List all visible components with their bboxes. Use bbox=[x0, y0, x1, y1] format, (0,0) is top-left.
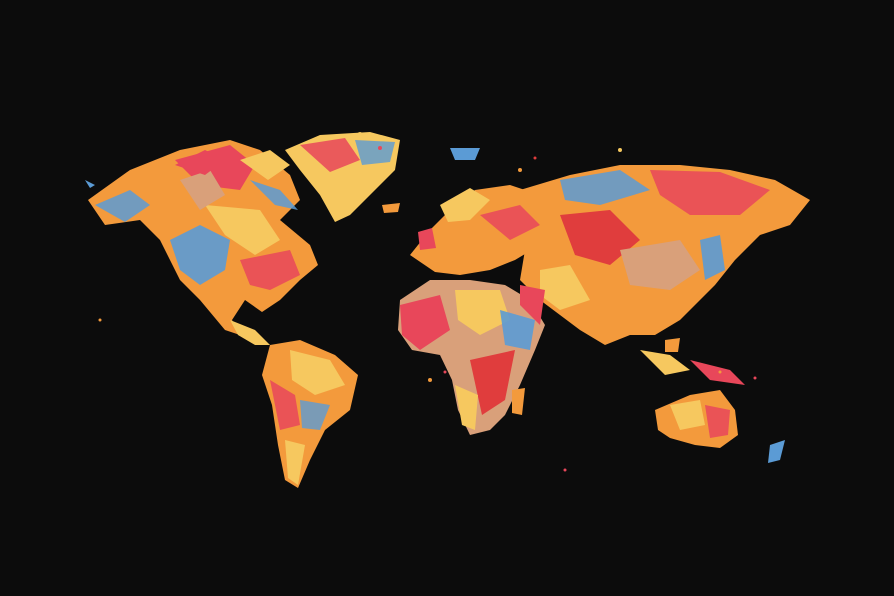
australia bbox=[655, 390, 738, 448]
paint-splatters bbox=[85, 132, 757, 472]
new-zealand bbox=[768, 440, 785, 463]
europe bbox=[382, 148, 555, 275]
greenland bbox=[285, 132, 400, 222]
arctic-islands bbox=[175, 150, 298, 210]
southeast-asia-islands bbox=[640, 338, 745, 385]
asia bbox=[520, 165, 810, 345]
africa bbox=[398, 280, 545, 435]
south-america bbox=[262, 340, 358, 488]
